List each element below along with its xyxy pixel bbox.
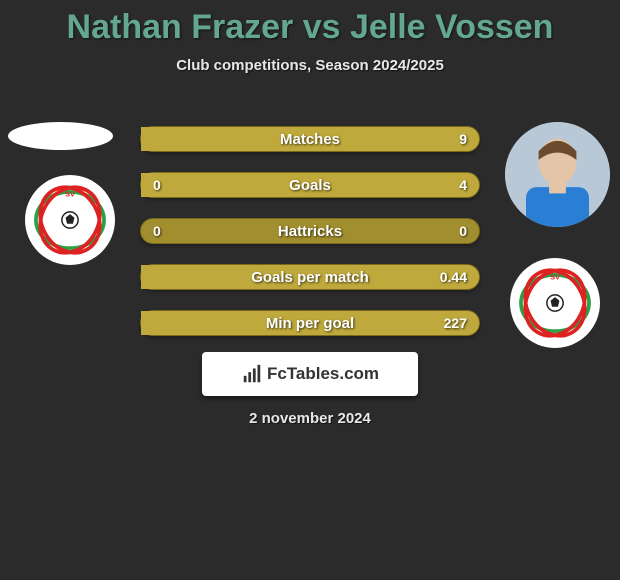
- branding-badge: FcTables.com: [202, 352, 418, 396]
- comparison-date: 2 november 2024: [0, 410, 620, 427]
- chart-icon: [241, 363, 263, 385]
- stat-label: Min per goal: [141, 315, 479, 332]
- stat-row: 0.44Goals per match: [140, 264, 480, 290]
- stat-row: 04Goals: [140, 172, 480, 198]
- comparison-subtitle: Club competitions, Season 2024/2025: [0, 57, 620, 74]
- branding-text: FcTables.com: [267, 364, 379, 384]
- svg-text:SV: SV: [65, 189, 75, 198]
- comparison-title: Nathan Frazer vs Jelle Vossen: [0, 0, 620, 47]
- svg-text:SV: SV: [550, 272, 560, 281]
- player2-club-logo: SV: [510, 258, 600, 348]
- player1-photo: [8, 122, 113, 150]
- stats-bars: 9Matches 04Goals 00Hattricks 0.44Goals per …: [140, 126, 480, 356]
- player2-photo: [505, 122, 610, 227]
- stat-label: Goals per match: [141, 269, 479, 286]
- stat-label: Hattricks: [141, 223, 479, 240]
- stat-row: 9Matches: [140, 126, 480, 152]
- stat-label: Goals: [141, 177, 479, 194]
- stat-row: 00Hattricks: [140, 218, 480, 244]
- stat-row: 227Min per goal: [140, 310, 480, 336]
- stat-label: Matches: [141, 131, 479, 148]
- player1-club-logo: SV: [25, 175, 115, 265]
